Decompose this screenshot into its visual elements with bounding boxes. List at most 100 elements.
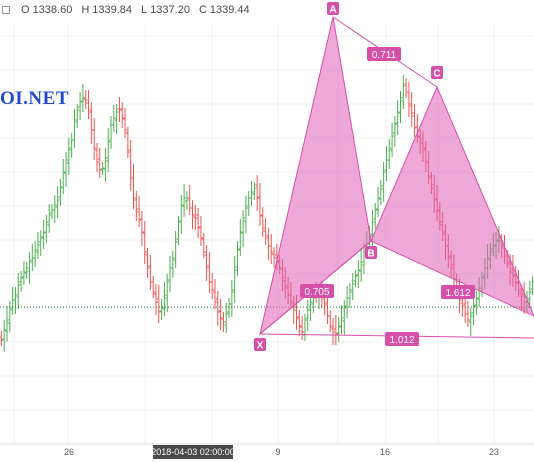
ohlc-bar [406,82,411,117]
ohlc-bar [376,187,381,217]
ohlc-bar [173,231,178,268]
ohlc-bar [336,317,341,342]
ohlc-bar [176,216,181,245]
ohlc-bar [350,273,355,300]
ohlc-bar [474,291,479,315]
svg-text:0.705: 0.705 [304,287,329,298]
ohlc-bar [69,133,74,158]
ohlc-bar [384,146,389,181]
ohlc-bar [117,97,122,122]
ohlc-bar [151,276,156,298]
ohlc-bar [170,251,175,278]
ohlc-bar [179,195,184,234]
ohlc-bar [114,104,119,134]
ohlc-bar [72,109,77,148]
ohlc-bar [463,295,468,323]
ohlc-bar [249,181,254,206]
ohlc-bar [243,196,248,233]
ohlc-bar [232,256,237,303]
ohlc-bar [238,219,243,256]
expand-icon[interactable] [2,6,10,14]
ohlc-bar [471,294,476,325]
svg-text:1.012: 1.012 [389,335,414,346]
ohlc-bar [213,279,218,309]
ohlc-bar [41,220,46,249]
ohlc-bar [156,285,161,323]
ohlc-bar [347,283,352,308]
ohlc-bar [123,108,128,138]
ohlc-bar [193,205,198,230]
svg-text:23: 23 [489,447,499,457]
ohlc-bar [35,232,40,259]
ohlc-bar [86,90,91,119]
ohlc-bar [128,140,133,191]
pattern-triangle-bcd[interactable] [370,85,534,317]
ohlc-bar [378,180,383,205]
ohlc-bar [260,207,265,237]
ohlc-bar [404,78,409,98]
time-tick-label: 9 [275,447,280,457]
ohlc-bar [272,247,277,268]
high-label: H [81,4,90,16]
close-label: C [198,4,207,16]
ohlc-bar [134,191,139,221]
time-tick-label: 23 [489,447,499,457]
ohlc-bar [215,291,220,326]
ohlc-bar [38,230,43,256]
svg-text:B: B [367,249,374,260]
ohlc-bar [198,216,203,246]
ohlc-bar [120,102,125,128]
ohlc-bar [297,310,302,336]
ohlc-bar [210,273,215,299]
ohlc-bar [80,84,85,112]
ohlc-bar [109,116,114,149]
ohlc-bar [331,318,336,345]
svg-text:1.612: 1.612 [445,288,470,299]
ohlc-bar [339,305,344,334]
open-label: O [21,4,30,16]
ohlc-bar [83,90,88,109]
vertex-label-c[interactable]: C [431,66,443,80]
ohlc-bar [64,152,69,187]
ohlc-bar [409,92,414,127]
ratio-label[interactable]: 0.711 [367,47,401,61]
svg-text:9: 9 [275,447,280,457]
ohlc-bar [78,92,83,120]
ratio-label[interactable]: 0.705 [300,284,334,298]
ohlc-bar [92,118,97,160]
vertex-label-a[interactable]: A [327,2,339,16]
ohlc-bar [359,248,364,282]
ohlc-bar [266,228,271,260]
ohlc-bar [229,280,234,317]
ohlc-bar [137,196,142,227]
high-value: 1339.84 [92,4,133,16]
harmonic-pattern[interactable]: X A B C 0.711 0.705 1.612 1.012 [254,2,534,352]
open-value: 1338.60 [32,4,73,16]
vertex-label-x[interactable]: X [254,338,266,352]
ohlc-bar [401,75,406,109]
ohlc-bar [246,191,251,216]
ohlc-bar [345,286,350,318]
svg-text:26: 26 [64,447,74,457]
ohlc-bar [235,241,240,276]
ohlc-bar [201,233,206,258]
crosshair-time-label: 2018-04-03 02:00:00 [151,445,235,459]
ohlc-bar [24,262,29,279]
ratio-label[interactable]: 1.012 [385,332,419,346]
vertex-label-b[interactable]: B [365,246,377,260]
close-value: 1339.44 [209,4,250,16]
svg-text:A: A [329,5,336,16]
ohlc-bar [387,139,392,169]
ratio-label[interactable]: 1.612 [441,285,475,299]
ohlc-bar [468,308,473,336]
ohlc-bar [52,195,57,223]
ohlc-bar [97,148,102,178]
ohlc-bar [224,303,229,333]
time-tick-label: 26 [64,447,74,457]
ohlc-bar [390,123,395,157]
ohlc-bar [75,104,80,128]
ohlc-bar [527,281,532,308]
ohlc-bar [103,148,108,182]
